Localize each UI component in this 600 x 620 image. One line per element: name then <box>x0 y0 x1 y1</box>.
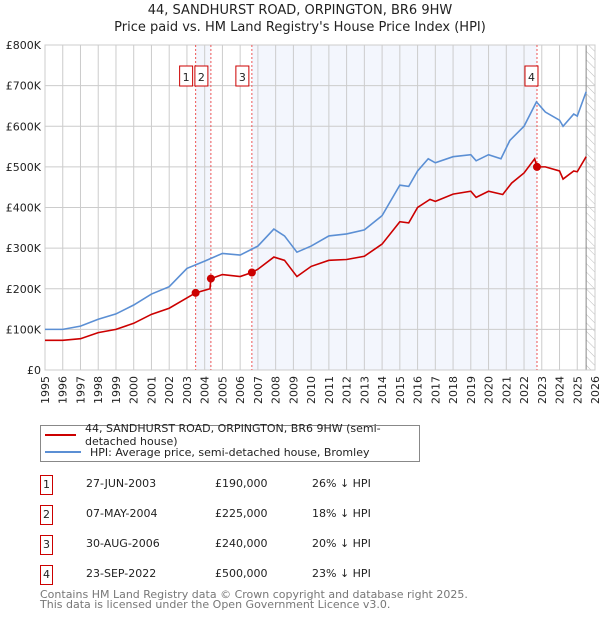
sale-date: 30-AUG-2006 <box>86 537 160 550</box>
y-tick-label: £400K <box>6 202 42 215</box>
x-tick-label: 2003 <box>181 376 194 404</box>
sale-date: 27-JUN-2003 <box>86 477 157 490</box>
legend: 44, SANDHURST ROAD, ORPINGTON, BR6 9HW (… <box>40 422 420 462</box>
sale-date: 23-SEP-2022 <box>86 567 157 580</box>
x-tick-label: 2016 <box>412 376 425 404</box>
sale-point <box>206 274 215 283</box>
x-tick-label: 2026 <box>589 376 600 404</box>
y-tick-label: £500K <box>6 161 42 174</box>
legend-item-hpi: HPI: Average price, semi-detached house,… <box>45 444 369 460</box>
sale-marker-label: 4 <box>40 565 53 585</box>
x-tick-label: 2024 <box>554 376 567 404</box>
y-tick-label: £100K <box>6 323 42 336</box>
sale-marker-label: 1 <box>40 475 53 495</box>
legend-swatch <box>45 434 76 436</box>
x-tick-label: 2021 <box>500 376 513 404</box>
sale-point <box>191 288 200 297</box>
footer: Contains HM Land Registry data © Crown c… <box>40 588 468 611</box>
sale-marker-label: 2 <box>40 505 53 525</box>
y-tick-label: £700K <box>6 80 42 93</box>
sale-label: 4 <box>528 71 535 84</box>
x-tick-label: 2012 <box>341 376 354 404</box>
x-tick-label: 2020 <box>483 376 496 404</box>
legend-label: HPI: Average price, semi-detached house,… <box>90 445 370 459</box>
legend-swatch <box>45 451 81 453</box>
sale-hpi-diff: 26% ↓ HPI <box>312 477 371 490</box>
sale-label: 3 <box>239 71 246 84</box>
sale-price: £190,000 <box>215 477 268 490</box>
y-tick-label: £200K <box>6 283 42 296</box>
sale-hpi-diff: 20% ↓ HPI <box>312 537 371 550</box>
sale-point <box>532 162 541 171</box>
x-tick-label: 2000 <box>128 376 141 404</box>
property-price-line <box>45 156 587 342</box>
x-tick-label: 1996 <box>57 376 70 404</box>
footer-line: This data is licensed under the Open Gov… <box>40 598 391 611</box>
sale-price: £240,000 <box>215 537 268 550</box>
x-tick-label: 2019 <box>465 376 478 404</box>
x-tick-label: 1999 <box>110 376 123 404</box>
sale-hpi-diff: 23% ↓ HPI <box>312 567 371 580</box>
x-tick-label: 2022 <box>518 376 531 404</box>
y-tick-label: £300K <box>6 242 42 255</box>
x-tick-label: 2004 <box>199 376 212 404</box>
sale-date: 07-MAY-2004 <box>86 507 158 520</box>
legend-label: 44, SANDHURST ROAD, ORPINGTON, BR6 9HW (… <box>84 422 381 448</box>
legend-item-property: 44, SANDHURST ROAD, ORPINGTON, BR6 9HW (… <box>45 422 419 448</box>
x-tick-label: 2008 <box>270 376 283 404</box>
y-tick-label: £600K <box>6 120 42 133</box>
sale-label-box <box>194 65 209 87</box>
x-tick-label: 1998 <box>92 376 105 404</box>
sale-hpi-diff: 18% ↓ HPI <box>312 507 371 520</box>
chart-subtitle: Price paid vs. HM Land Registry's House … <box>114 20 486 35</box>
x-tick-label: 2017 <box>429 376 442 404</box>
price-chart: 1995 1996 1997 1998 1999 2000 2001 2002 2003 2004… <box>6 39 600 404</box>
sale-label-box <box>179 65 194 87</box>
x-tick-label: 2018 <box>447 376 460 404</box>
x-tick-label: 2007 <box>252 376 265 404</box>
sale-label: 2 <box>198 71 205 84</box>
x-tick-label: 2010 <box>305 376 318 404</box>
x-tick-label: 2001 <box>145 376 158 404</box>
x-tick-label: 1997 <box>74 376 87 404</box>
x-tick-label: 2006 <box>234 376 247 404</box>
x-tick-label: 2013 <box>358 376 371 404</box>
x-tick-label: 2023 <box>536 376 549 404</box>
y-tick-label: £0 <box>27 364 41 377</box>
y-tick-label: £800K <box>6 39 42 52</box>
x-tick-label: 2011 <box>323 376 336 404</box>
hpi-line <box>45 91 587 331</box>
sale-price: £500,000 <box>215 567 268 580</box>
chart-title: 44, SANDHURST ROAD, ORPINGTON, BR6 9HW <box>147 3 453 18</box>
plot-frame <box>44 44 596 371</box>
x-tick-label: 2002 <box>163 376 176 404</box>
sale-marker-label: 3 <box>40 535 53 555</box>
x-tick-label: 2014 <box>376 376 389 404</box>
sale-label-box <box>524 65 539 87</box>
sale-label-box <box>235 65 250 87</box>
footer-line: Contains HM Land Registry data © Crown c… <box>40 588 468 601</box>
x-tick-label: 2005 <box>216 376 229 404</box>
x-tick-label: 2015 <box>394 376 407 404</box>
x-tick-label: 2009 <box>287 376 300 404</box>
x-tick-label: 1995 <box>39 376 52 404</box>
sale-point <box>247 268 256 277</box>
sale-label: 1 <box>183 71 190 84</box>
sale-price: £225,000 <box>215 507 268 520</box>
x-tick-label: 2025 <box>571 376 584 404</box>
